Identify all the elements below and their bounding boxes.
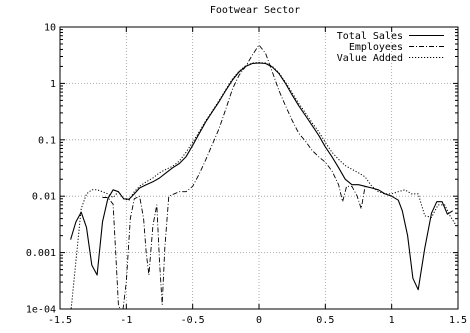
series-group	[70, 44, 456, 309]
chart-title: Footwear Sector	[210, 5, 300, 16]
x-tick-label: 0.5	[316, 315, 334, 326]
y-tick-label: 0.001	[26, 248, 56, 259]
legend-label: Value Added	[337, 53, 403, 64]
grid	[60, 27, 458, 309]
series-line-employees	[102, 44, 366, 309]
legend-label: Total Sales	[337, 31, 403, 42]
x-tick-label: 1.5	[449, 315, 467, 326]
y-axis: 1e-04 0.001 0.01 0.1 1 10	[26, 23, 458, 316]
y-tick-label: 10	[44, 23, 56, 34]
y-tick-label: 0.1	[38, 135, 56, 146]
x-tick-label: 0	[256, 315, 262, 326]
x-tick-label: -1	[120, 315, 132, 326]
series-line-value-added	[70, 62, 456, 309]
x-tick-label: 1	[389, 315, 395, 326]
x-axis: -1.5 -1 -0.5 0 0.5 1 1.5	[48, 27, 467, 326]
y-tick-label: 1e-04	[26, 305, 56, 316]
legend-label: Employees	[349, 42, 403, 53]
y-tick-label: 1	[50, 79, 56, 90]
x-tick-label: -0.5	[181, 315, 205, 326]
x-tick-label: -1.5	[48, 315, 72, 326]
y-tick-label: 0.01	[32, 192, 56, 203]
